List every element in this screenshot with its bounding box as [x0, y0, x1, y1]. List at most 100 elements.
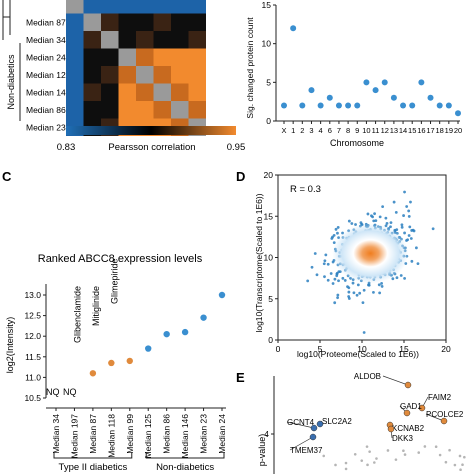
panel-e-bg-point — [448, 448, 451, 452]
panel-b-x-tick-label: X — [281, 126, 286, 135]
colorbar — [66, 126, 236, 135]
panel-d-point — [395, 228, 399, 232]
panel-d-x-tick-label: 20 — [441, 344, 451, 354]
heatmap-cell — [153, 83, 171, 101]
heatmap-cell — [118, 66, 136, 84]
panel-d-x-tick-label: 5 — [318, 344, 323, 354]
panel-c-x-tick-label: Median 24 — [217, 414, 227, 454]
heatmap-cell — [188, 48, 206, 66]
panel-e-bg-point — [417, 451, 421, 454]
panel-d-point — [410, 259, 414, 263]
panel-b-x-tick-label: 20 — [454, 126, 462, 135]
proteome-transcriptome-panel: D R = 0.3 log10(Transcriptome(Scaled to … — [236, 169, 451, 359]
panel-d-point — [391, 277, 395, 281]
panel-c-drug-label: Glibenclamide — [72, 286, 82, 343]
panel-b-x-tick-label: 9 — [355, 126, 359, 135]
heatmap-cell — [188, 31, 206, 49]
abcc8-panel: C Ranked ABCC8 expression levels log2(In… — [2, 169, 227, 473]
panel-d-point — [322, 262, 326, 266]
panel-b-point — [427, 94, 434, 101]
panel-d-point — [343, 279, 347, 282]
panel-d-point — [407, 215, 411, 218]
panel-d-point — [407, 234, 411, 237]
panel-e-point-label: SLC2A2 — [322, 417, 352, 426]
panel-d-point — [326, 262, 330, 266]
panel-d-point — [378, 215, 382, 219]
panel-e-bg-point — [463, 455, 466, 459]
panel-d-point — [389, 221, 393, 225]
panel-e-bg-point — [434, 445, 438, 449]
panel-c-x-tick-label: Median 87 — [88, 414, 98, 454]
dendrogram — [2, 0, 11, 40]
panel-d-point — [409, 237, 413, 240]
heatmap-cell — [66, 48, 84, 66]
heatmap-row-label: Median 23 — [26, 123, 66, 133]
panel-b-point — [381, 79, 388, 86]
panel-e-bg-point — [353, 453, 357, 456]
panel-e-point-label: PCOLCE2 — [426, 410, 464, 419]
panel-e-letter: E — [236, 370, 245, 385]
heatmap-cell — [118, 13, 136, 31]
panel-c-letter: C — [2, 169, 12, 184]
panel-d-point — [385, 221, 389, 225]
panel-b-x-tick-label: 1 — [291, 126, 295, 135]
panel-b-y-tick-label: 15 — [262, 0, 272, 10]
panel-b-y-tick-label: 5 — [266, 77, 271, 87]
panel-e-point-label: GCNT4 — [287, 418, 315, 427]
panel-b-x-tick-label: 15 — [408, 126, 416, 135]
panel-d-point — [409, 200, 412, 204]
panel-e-bg-point — [423, 445, 427, 448]
panel-d-point — [411, 228, 415, 232]
panel-b-x-tick-label: 16 — [417, 126, 425, 135]
panel-d-point — [335, 274, 339, 278]
panel-c-title: Ranked ABCC8 expression levels — [38, 253, 203, 265]
panel-c-y-tick-label: 11.5 — [25, 352, 41, 362]
panel-d-xlabel: log10(Proteome(Scaled to 1E6)) — [297, 349, 419, 359]
panel-d-point — [431, 227, 435, 231]
panel-e-point-label: DKK3 — [392, 434, 413, 443]
heatmap-cell — [66, 101, 84, 119]
heatmap-cell — [66, 0, 84, 14]
panel-b-x-tick-label: 18 — [436, 126, 444, 135]
panel-e-bg-point — [453, 463, 457, 467]
heatmap-cell — [153, 48, 171, 66]
panel-c-x-tick-label: Median 86 — [162, 414, 172, 454]
panel-d-point — [347, 290, 351, 294]
panel-d-point — [373, 212, 376, 216]
panel-b-point — [400, 102, 407, 109]
panel-d-point — [392, 200, 396, 204]
panel-e-bg-point — [334, 463, 337, 467]
heatmap-cell — [83, 101, 101, 119]
panel-d-point — [351, 281, 355, 285]
heatmap-cell — [66, 83, 84, 101]
panel-d-point — [361, 301, 365, 305]
panel-d-point — [334, 227, 338, 231]
panel-e-point-label: FAIM2 — [428, 393, 452, 402]
panel-d-point — [355, 293, 359, 297]
panel-e-point — [316, 420, 324, 428]
panel-d-point — [362, 288, 366, 292]
panel-c-point — [145, 345, 152, 352]
panel-e-bg-point — [386, 449, 390, 452]
panel-d-point — [381, 205, 385, 209]
panel-b-point — [363, 79, 370, 86]
panel-d-x-tick-label: 15 — [399, 344, 409, 354]
panel-d-point — [336, 296, 339, 300]
panel-e-point — [309, 433, 317, 441]
panel-e-ylabel: p-value) — [257, 434, 267, 467]
panel-e-leader — [382, 375, 409, 386]
panel-d-point — [384, 216, 388, 220]
panel-c-x-tick-label: Median 34 — [51, 414, 61, 454]
heatmap-cell — [136, 13, 154, 31]
heatmap-cell — [153, 101, 171, 119]
panel-c-x-tick-label: Median 146 — [180, 414, 190, 459]
panel-b-x-tick-label: 4 — [319, 126, 323, 135]
heatmap-cell — [171, 13, 189, 31]
heatmap-cell — [171, 48, 189, 66]
heatmap-cell — [101, 13, 119, 31]
panel-d-point — [370, 214, 373, 218]
panel-c-ylabel: log2(Intensity) — [5, 317, 15, 374]
panel-d-y-tick-label: 5 — [268, 294, 273, 304]
heatmap-cell — [118, 101, 136, 119]
